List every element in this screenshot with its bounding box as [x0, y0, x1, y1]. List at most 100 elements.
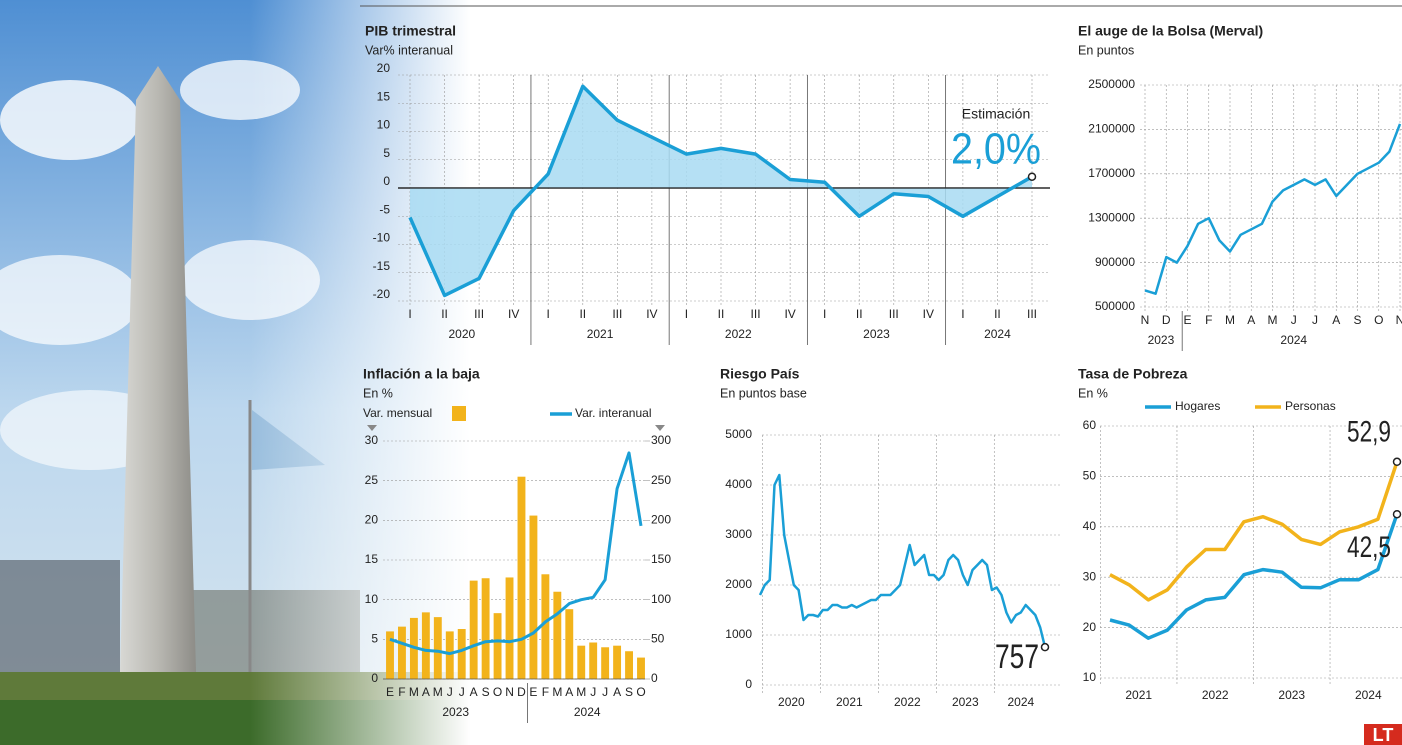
x-tick-label: M	[576, 685, 586, 699]
bar	[601, 647, 609, 679]
y2-tick-label: 50	[651, 632, 665, 646]
x-tick-label: J	[1291, 313, 1297, 327]
x-tick-label: 2022	[894, 695, 921, 709]
x-tick-label: 2020	[778, 695, 805, 709]
legend-label: Var. interanual	[575, 406, 652, 420]
x-tick-label: A	[565, 685, 573, 699]
chart-subtitle: Var% interanual	[365, 43, 453, 57]
x-tick-label: I	[961, 307, 964, 321]
y-tick-label: 50	[1083, 469, 1097, 483]
bar	[565, 609, 573, 679]
x-tick-label: 2024	[1007, 695, 1034, 709]
x-tick-label: III	[1027, 307, 1037, 321]
chart-title: Riesgo País	[720, 366, 800, 382]
x-tick-label: 2022	[1202, 688, 1229, 702]
year-label: 2021	[587, 327, 614, 341]
x-tick-label: I	[547, 307, 550, 321]
bar	[422, 612, 430, 679]
x-tick-label: M	[433, 685, 443, 699]
x-tick-label: I	[408, 307, 411, 321]
x-tick-label: D	[1162, 313, 1171, 327]
logo: LT	[1373, 725, 1394, 745]
x-tick-label: 2021	[1125, 688, 1152, 702]
value-label: 2,0%	[951, 125, 1041, 174]
value-label: 42,5	[1347, 531, 1391, 564]
bar	[541, 574, 549, 679]
y-tick-label: 5	[371, 632, 378, 646]
x-tick-label: M	[1225, 313, 1235, 327]
x-tick-label: IV	[646, 307, 657, 321]
y-tick-label: 20	[1083, 620, 1097, 634]
y-tick-label: -5	[379, 202, 390, 216]
value-label: 52,9	[1347, 416, 1391, 449]
x-tick-label: A	[422, 685, 430, 699]
x-tick-label: S	[625, 685, 633, 699]
bar	[494, 613, 502, 679]
x-tick-label: N	[1396, 313, 1402, 327]
y2-tick-label: 250	[651, 473, 671, 487]
chart-title: El auge de la Bolsa (Merval)	[1078, 23, 1263, 39]
x-tick-label: I	[823, 307, 826, 321]
y2-tick-label: 300	[651, 433, 671, 447]
y-tick-label: 25	[365, 473, 379, 487]
y-tick-label: 4000	[725, 477, 752, 491]
value-label: 757	[995, 638, 1039, 676]
year-label: 2023	[442, 705, 469, 719]
x-tick-label: A	[1247, 313, 1255, 327]
y-tick-label: 2500000	[1088, 77, 1135, 91]
y-tick-label: 5000	[725, 427, 752, 441]
bar	[470, 581, 478, 679]
chart-subtitle: En puntos base	[720, 386, 807, 400]
x-tick-label: III	[751, 307, 761, 321]
bar	[482, 578, 490, 679]
y-tick-label: 5	[383, 146, 390, 160]
x-tick-label: A	[613, 685, 621, 699]
legend-label: Personas	[1285, 399, 1336, 413]
x-tick-label: F	[1205, 313, 1212, 327]
year-label: 2023	[1148, 333, 1175, 347]
x-tick-label: III	[889, 307, 899, 321]
chart-title: Inflación a la baja	[363, 366, 480, 382]
x-tick-label: II	[441, 307, 448, 321]
line	[760, 475, 1045, 647]
end-point	[1042, 644, 1049, 651]
x-tick-label: J	[459, 685, 465, 699]
x-tick-label: O	[493, 685, 502, 699]
x-tick-label: M	[552, 685, 562, 699]
year-label: 2024	[574, 705, 601, 719]
x-tick-label: II	[579, 307, 586, 321]
x-tick-label: O	[636, 685, 645, 699]
y-tick-label: 0	[371, 671, 378, 685]
year-label: 2024	[984, 327, 1011, 341]
bar	[613, 646, 621, 679]
bar	[506, 577, 514, 679]
year-label: 2024	[1280, 333, 1307, 347]
x-tick-label: 2024	[1355, 688, 1382, 702]
x-tick-label: III	[612, 307, 622, 321]
year-label: 2022	[725, 327, 752, 341]
y2-tick-label: 0	[651, 671, 658, 685]
x-tick-label: J	[590, 685, 596, 699]
x-tick-label: IV	[784, 307, 795, 321]
bar	[518, 477, 526, 679]
x-tick-label: N	[505, 685, 514, 699]
x-tick-label: E	[529, 685, 537, 699]
y-tick-label: 20	[365, 513, 379, 527]
legend-swatch	[452, 406, 466, 421]
end-point	[1029, 173, 1036, 180]
year-label: 2020	[448, 327, 475, 341]
x-tick-label: S	[1353, 313, 1361, 327]
axis-marker	[655, 425, 665, 431]
y-tick-label: 10	[377, 118, 391, 132]
y-tick-label: 3000	[725, 527, 752, 541]
x-tick-label: 2023	[1278, 688, 1305, 702]
x-tick-label: F	[398, 685, 405, 699]
x-tick-label: F	[542, 685, 549, 699]
legend-label: Var. mensual	[363, 406, 432, 420]
bar	[398, 627, 406, 679]
x-tick-label: A	[470, 685, 478, 699]
bar	[434, 617, 442, 679]
y-tick-label: -15	[373, 259, 391, 273]
y-tick-label: 0	[745, 677, 752, 691]
y-tick-label: 30	[1083, 569, 1097, 583]
